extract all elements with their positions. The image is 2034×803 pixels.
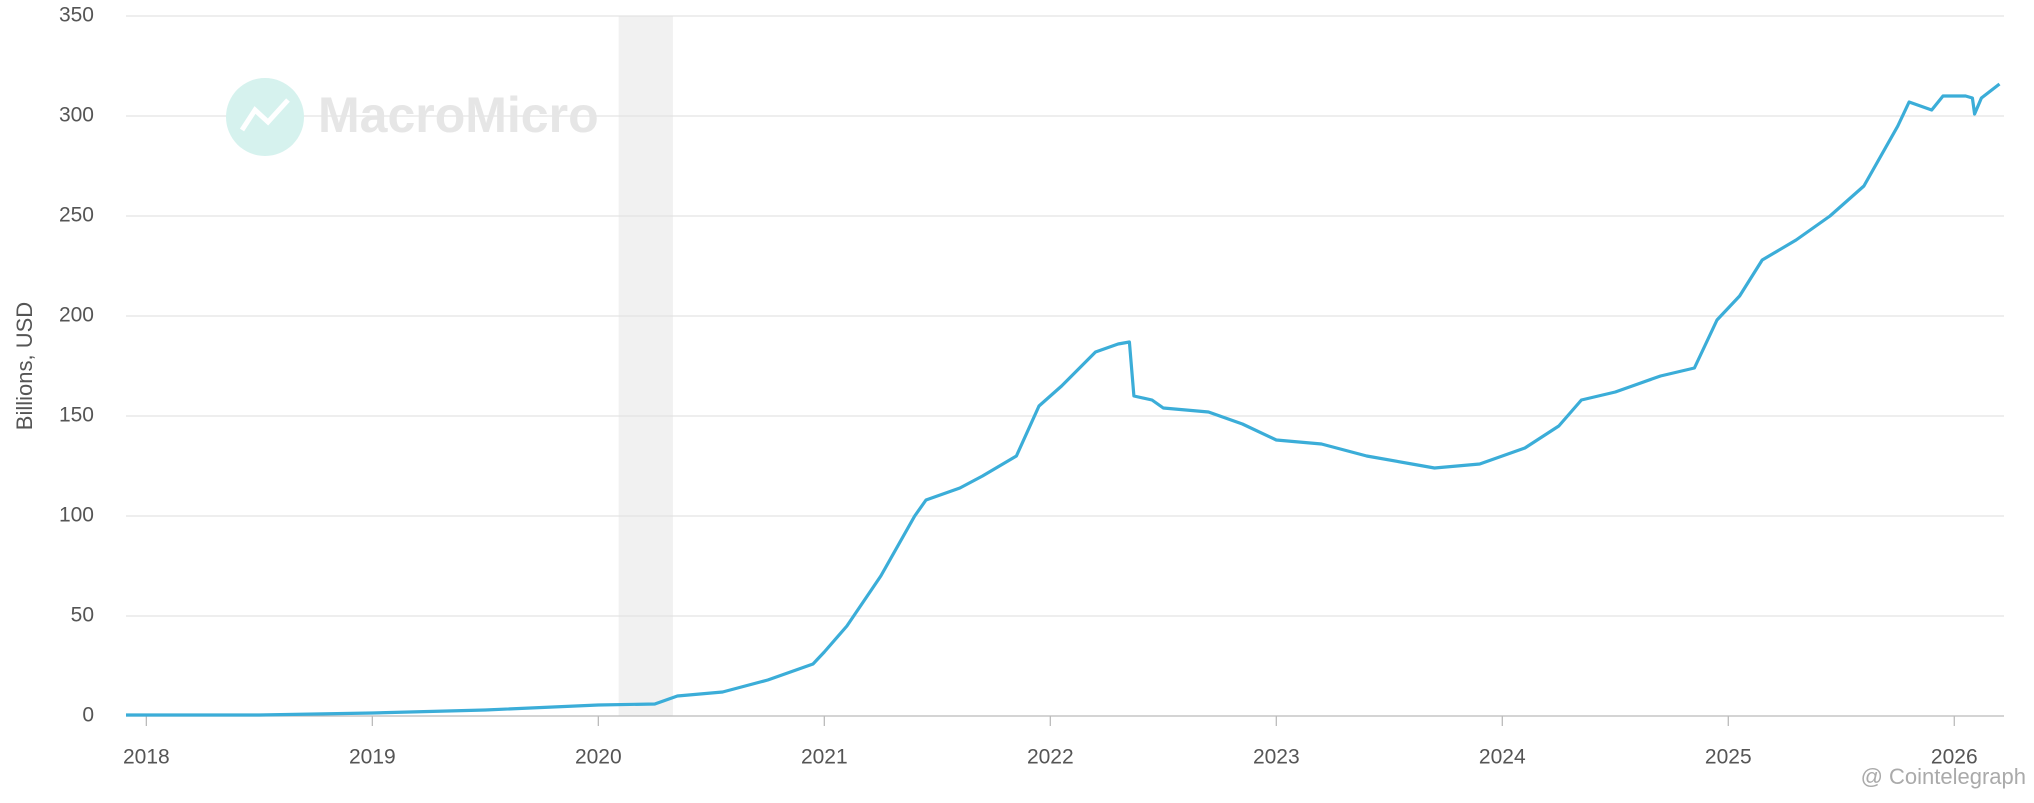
y-tick-label: 200 <box>59 304 94 327</box>
y-tick-label: 300 <box>59 104 94 127</box>
y-tick-label: 0 <box>82 704 94 727</box>
x-tick-label: 2023 <box>1253 746 1300 769</box>
watermark-text: MacroMicro <box>318 87 599 143</box>
y-tick-label: 350 <box>59 4 94 27</box>
y-tick-label: 150 <box>59 404 94 427</box>
x-tick-label: 2026 <box>1931 746 1978 769</box>
data-line <box>126 82 2001 717</box>
x-tick-label: 2025 <box>1705 746 1752 769</box>
y-tick-label: 50 <box>71 604 94 627</box>
x-tick-label: 2021 <box>801 746 848 769</box>
y-tick-label: 250 <box>59 204 94 227</box>
x-tick-label: 2019 <box>349 746 396 769</box>
x-tick-label: 2024 <box>1479 746 1526 769</box>
x-tick-label: 2018 <box>123 746 170 769</box>
x-tick-label: 2020 <box>575 746 622 769</box>
x-tick-label: 2022 <box>1027 746 1074 769</box>
y-tick-label: 100 <box>59 504 94 527</box>
source-credit: @ Cointelegraph <box>1861 764 2026 789</box>
watermark: MacroMicro <box>226 78 599 156</box>
shaded-region <box>618 16 673 716</box>
y-axis-title: Billions, USD <box>12 302 37 430</box>
watermark-icon <box>239 98 290 132</box>
